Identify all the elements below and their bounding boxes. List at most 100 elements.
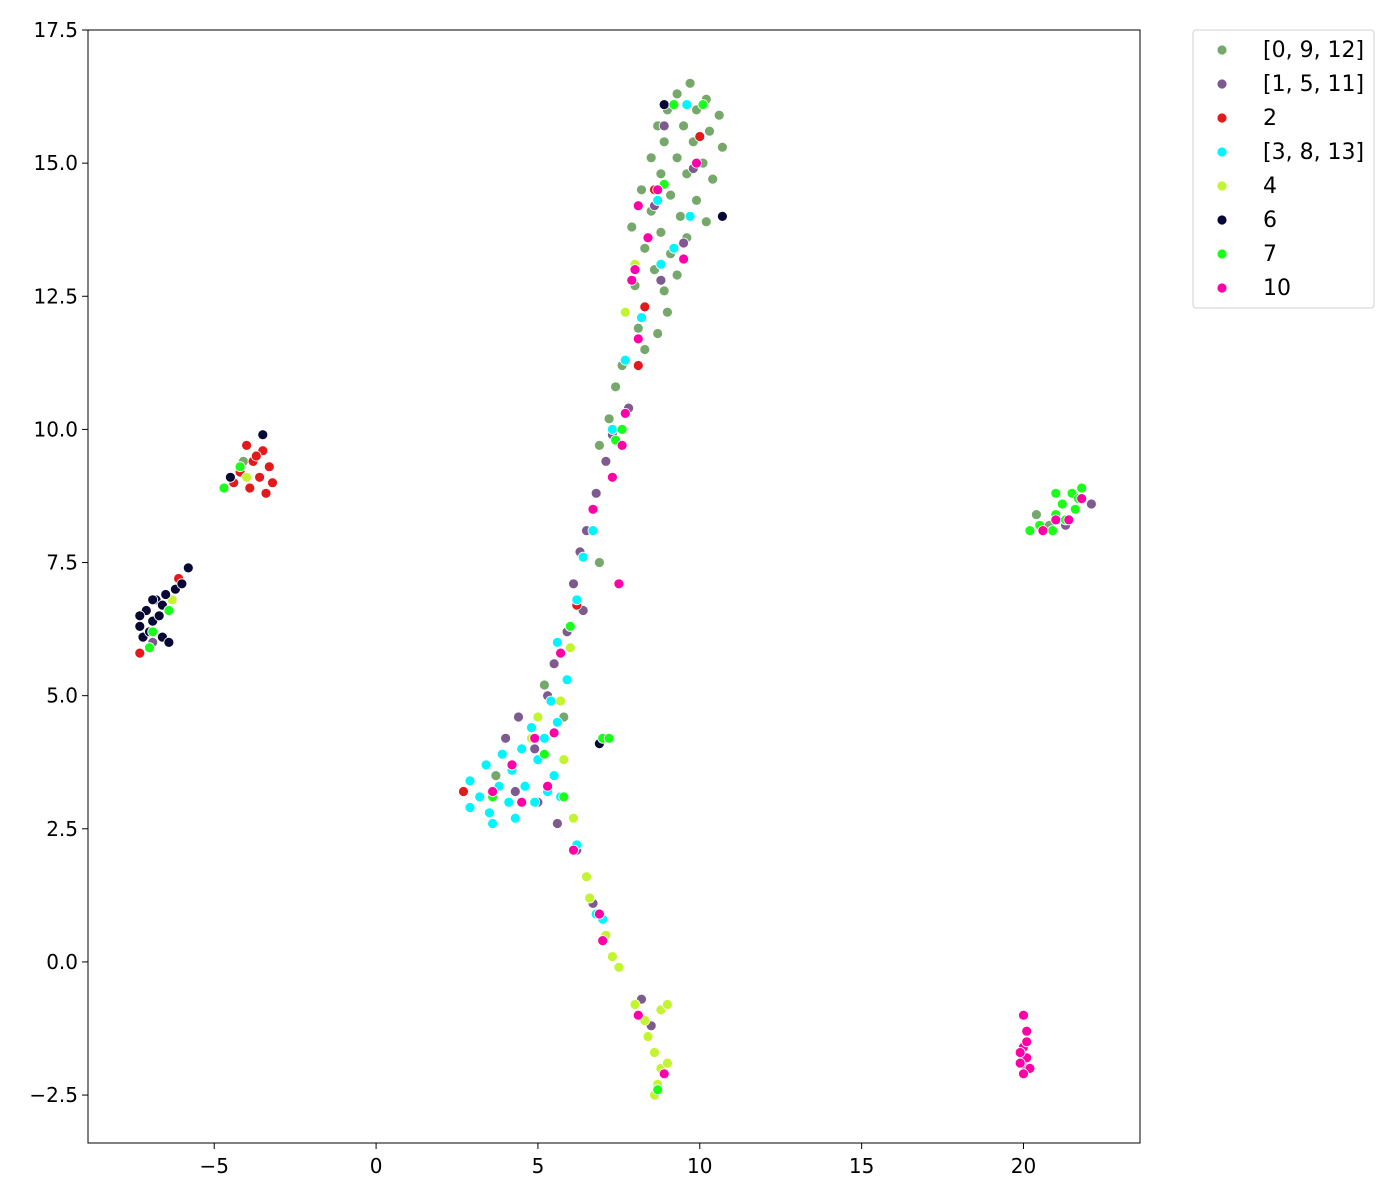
data-point: [564, 642, 576, 654]
data-point: [160, 589, 172, 600]
data-point: [555, 647, 566, 659]
y-axis: −2.5 0.0 2.5 5.0 7.5 10.0 12.5 15.0 17.5: [29, 18, 88, 1107]
data-point: [713, 109, 725, 121]
data-point: [539, 748, 550, 760]
data-point: [1076, 482, 1088, 494]
data-point: [542, 780, 553, 792]
data-point: [594, 908, 605, 920]
legend-label: [3, 8, 13]: [1263, 140, 1364, 165]
x-tick-label: 10: [687, 1154, 712, 1178]
series-7: [487, 157, 1088, 1080]
data-point: [516, 796, 528, 808]
plot-frame: [87, 29, 1141, 1144]
data-point: [594, 557, 605, 568]
plot-points: [134, 77, 1097, 1101]
data-point: [218, 482, 230, 494]
data-point: [632, 360, 644, 371]
data-point: [629, 999, 641, 1010]
data-point: [587, 525, 599, 536]
data-point: [577, 551, 589, 563]
data-point: [658, 1068, 670, 1080]
data-point: [649, 1047, 660, 1058]
data-point: [250, 450, 262, 462]
data-point: [503, 796, 515, 808]
legend-item: 6: [1216, 208, 1277, 233]
data-point: [1014, 1057, 1026, 1069]
legend-item: [0, 9, 12]: [1216, 38, 1364, 63]
series-3: [464, 99, 696, 925]
data-point: [717, 141, 728, 153]
data-point: [1024, 525, 1036, 536]
data-point: [529, 796, 541, 808]
data-point: [717, 210, 728, 222]
data-point: [619, 407, 631, 419]
data-point: [652, 184, 664, 196]
data-point: [490, 770, 502, 781]
data-point: [658, 136, 670, 148]
data-point: [616, 423, 628, 435]
data-point: [632, 1009, 644, 1021]
data-point: [1050, 487, 1062, 499]
x-tick-label: 5: [532, 1154, 545, 1178]
data-point: [645, 152, 657, 164]
data-point: [707, 173, 719, 185]
x-axis: −5 0 5 10 15 20: [199, 1143, 1036, 1178]
data-point: [632, 333, 644, 345]
data-point: [662, 999, 673, 1010]
data-point: [658, 285, 670, 297]
data-point: [704, 125, 715, 137]
data-point: [153, 610, 165, 622]
data-point: [483, 807, 495, 819]
data-point: [513, 711, 524, 723]
data-point: [678, 253, 689, 265]
data-point: [529, 743, 541, 755]
data-point: [629, 264, 641, 276]
data-point: [234, 461, 246, 473]
data-point: [642, 1031, 654, 1042]
data-point: [665, 189, 676, 201]
data-point: [671, 269, 683, 281]
data-point: [700, 216, 712, 228]
data-point: [464, 802, 476, 813]
data-point: [1063, 514, 1075, 526]
data-point: [671, 152, 683, 164]
data-point: [134, 621, 146, 632]
y-tick-label: 10.0: [33, 417, 78, 441]
data-point: [516, 743, 528, 755]
data-point: [626, 274, 638, 286]
data-point: [619, 354, 631, 366]
data-point: [655, 258, 667, 270]
data-point: [581, 871, 592, 883]
y-tick-label: 15.0: [33, 151, 78, 175]
data-point: [1021, 1025, 1033, 1037]
data-point: [568, 812, 579, 824]
legend-label: [1, 5, 11]: [1263, 72, 1364, 97]
data-point: [552, 637, 563, 648]
data-point: [464, 775, 476, 787]
data-point: [616, 439, 628, 451]
data-point: [506, 759, 518, 771]
data-point: [600, 455, 612, 467]
data-point: [564, 621, 576, 632]
data-point: [241, 471, 253, 483]
y-tick-label: 17.5: [33, 18, 78, 42]
data-point: [1018, 1068, 1029, 1080]
data-point: [163, 605, 175, 616]
legend-item: 10: [1216, 276, 1291, 301]
data-point: [571, 594, 583, 606]
data-point: [1086, 498, 1097, 510]
data-point: [681, 99, 693, 110]
data-point: [548, 770, 560, 781]
legend-marker: [1216, 180, 1228, 192]
data-point: [254, 471, 266, 483]
data-point: [632, 322, 644, 334]
y-tick-label: 7.5: [46, 551, 78, 575]
data-point: [587, 503, 599, 515]
data-point: [147, 626, 159, 638]
legend-label: 2: [1263, 106, 1277, 131]
data-point: [545, 695, 557, 707]
data-point: [487, 818, 499, 829]
data-point: [662, 306, 673, 318]
data-point: [636, 312, 647, 324]
